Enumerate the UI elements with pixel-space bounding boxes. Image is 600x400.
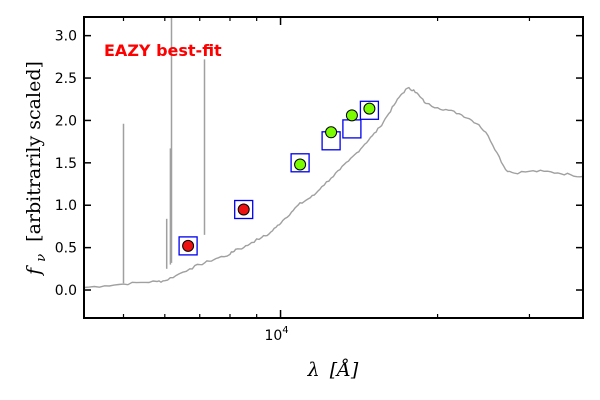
model-flux-box-6 — [359, 100, 380, 120]
y-tick-label-1: 0.5 — [55, 241, 77, 257]
observed-point-3 — [294, 158, 307, 171]
y-axis-label-symbol: f — [23, 265, 45, 277]
y-axis-label-subscript: ν — [34, 254, 49, 262]
y-tick-label-0: 0.0 — [55, 283, 77, 299]
x-tick-label-base: 10 — [264, 328, 282, 344]
ticks-layer: 0.0 0.5 1.0 1.5 2.0 2.5 3.0 104 — [55, 17, 583, 344]
x-axis-label: λ [Å] — [307, 359, 359, 381]
model-flux-box-3 — [290, 153, 310, 173]
x-tick-label-0: 104 — [264, 325, 288, 344]
observed-point-1 — [182, 239, 195, 252]
chart-annotation: EAZY best-fit — [104, 41, 222, 60]
model-flux-box-5 — [342, 119, 362, 139]
observed-point-2 — [237, 203, 250, 216]
observed-point-6 — [363, 102, 376, 115]
y-tick-label-3: 1.5 — [55, 156, 77, 172]
y-tick-label-5: 2.5 — [55, 71, 77, 87]
plot-layer — [83, 17, 584, 289]
template-continuum — [83, 86, 584, 289]
x-axis-label-unit: [Å] — [330, 359, 359, 381]
y-axis-label: f ν [arbitrarily scaled] — [23, 61, 50, 277]
y-axis-label-text: [arbitrarily scaled] — [23, 61, 45, 242]
y-tick-label-4: 2.0 — [55, 113, 77, 129]
observed-point-5 — [345, 109, 358, 122]
x-tick-label-exponent: 4 — [282, 325, 288, 336]
plot-frame — [83, 16, 584, 319]
y-tick-label-6: 3.0 — [55, 29, 77, 45]
observed-point-4 — [325, 126, 338, 139]
model-flux-box-1 — [178, 236, 198, 256]
x-axis-label-symbol: λ — [307, 359, 320, 381]
y-tick-label-2: 1.0 — [55, 198, 77, 214]
model-flux-box-2 — [234, 199, 254, 220]
